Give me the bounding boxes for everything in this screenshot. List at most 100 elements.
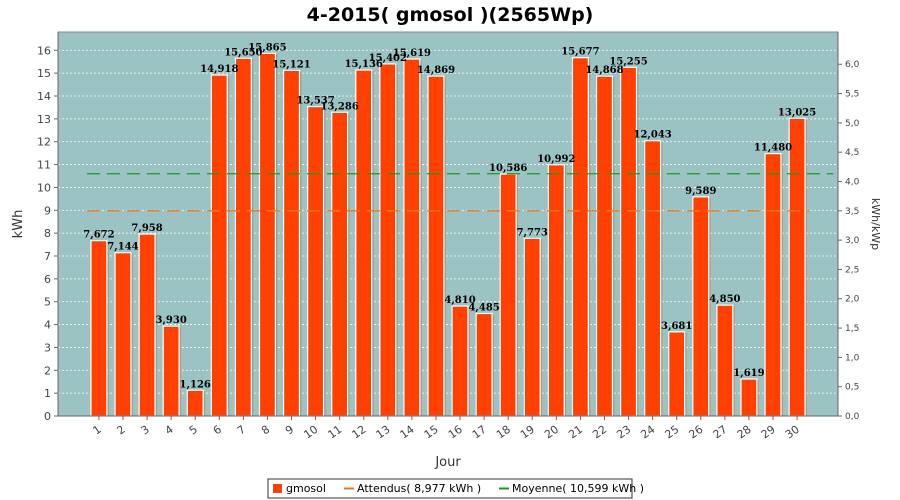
y-tick-label: 2: [44, 364, 51, 377]
y-right-tick-label: 5,5: [845, 90, 859, 100]
x-tick-label: 27: [711, 423, 730, 442]
bar: [210, 74, 228, 417]
bar: [716, 304, 734, 417]
data-label: 11,480: [754, 143, 792, 154]
legend-item: Moyenne( 10,599 kWh ): [512, 482, 644, 495]
y-right-tick-label: 0,5: [845, 383, 859, 393]
data-label: 15,619: [393, 48, 431, 59]
x-axis: 1 2 3 4 5 6 7 8 9 10 11 12 13 14 15 16 17 18 19 20 21 22 23 24 2…: [58, 415, 838, 442]
bar: [355, 69, 373, 417]
data-label: 3,681: [661, 321, 692, 332]
y-right-tick-label: 1,5: [845, 324, 859, 334]
y-tick-label: 7: [44, 250, 51, 263]
bar: [379, 63, 397, 417]
bar: [620, 66, 638, 417]
x-tick-label: 4: [163, 423, 176, 438]
x-tick-label: 11: [325, 423, 344, 442]
y-tick-label: 4: [44, 319, 51, 332]
legend-item: Attendus( 8,977 kWh ): [357, 482, 481, 495]
bar: [571, 57, 589, 417]
data-label: 15,255: [609, 56, 647, 67]
y-right-tick-label: 5,0: [845, 119, 860, 129]
data-labels: 7,6727,1447,9583,9301,12614,91815,65015,…: [83, 42, 816, 390]
x-tick-label: 10: [301, 423, 320, 442]
data-label: 15,136: [345, 59, 383, 70]
x-tick-label: 24: [638, 423, 657, 442]
data-label: 12,043: [633, 130, 671, 141]
y-tick-label: 8: [44, 227, 51, 240]
bar: [307, 105, 325, 417]
data-label: 10,586: [489, 163, 527, 174]
bar: [186, 389, 204, 417]
x-tick-label: 12: [350, 423, 369, 442]
bar: [282, 69, 301, 417]
y-tick-label: 6: [44, 273, 51, 286]
legend-item: gmosol: [286, 482, 326, 495]
y-tick-label: 16: [37, 44, 51, 57]
legend-swatch-bar: [273, 484, 282, 493]
x-tick-label: 13: [374, 423, 393, 442]
y-tick-label: 12: [37, 136, 51, 149]
x-tick-label: 26: [687, 423, 706, 442]
data-label: 13,286: [321, 101, 359, 112]
data-label: 7,773: [517, 227, 548, 238]
data-label: 15,402: [369, 53, 407, 64]
data-label: 14,868: [585, 65, 623, 76]
y-right-tick-label: 3,0: [845, 236, 860, 246]
bar: [764, 153, 782, 417]
y-tick-label: 13: [37, 113, 51, 126]
y-axis-right-title: kWh/kWp: [869, 198, 882, 250]
data-label: 13,537: [296, 96, 334, 107]
bar: [523, 237, 541, 417]
y-right-tick-label: 1,0: [845, 353, 860, 363]
y-tick-label: 10: [37, 181, 51, 194]
data-label: 7,144: [107, 242, 138, 253]
y-tick-label: 11: [37, 159, 51, 172]
bar: [668, 331, 686, 417]
data-label: 9,589: [685, 186, 716, 197]
x-tick-label: 29: [759, 423, 778, 442]
data-label: 7,958: [131, 223, 162, 234]
bar: [475, 312, 493, 417]
data-label: 13,025: [778, 107, 816, 118]
bar: [162, 325, 180, 417]
x-tick-label: 25: [662, 423, 681, 442]
bar: [114, 252, 132, 417]
x-tick-label: 18: [494, 423, 513, 442]
data-label: 4,850: [709, 294, 740, 305]
legend: gmosol Attendus( 8,977 kWh ) Moyenne( 10,5…: [267, 478, 644, 499]
bar: [331, 111, 349, 417]
x-tick-label: 15: [422, 423, 441, 442]
bar: [692, 196, 710, 417]
bar: [234, 57, 252, 417]
bar: [90, 240, 108, 417]
bar: [138, 233, 156, 417]
data-label: 15,677: [561, 47, 599, 58]
bar: [788, 117, 806, 417]
bar: [258, 52, 276, 417]
x-tick-label: 6: [211, 423, 224, 438]
data-label: 3,930: [155, 315, 186, 326]
data-label: 15,121: [272, 59, 310, 70]
x-tick-label: 7: [235, 423, 248, 438]
y-right-tick-label: 0,0: [845, 412, 860, 422]
y-right-tick-label: 4,0: [845, 177, 860, 187]
x-tick-label: 5: [187, 423, 200, 438]
y-tick-label: 5: [44, 296, 51, 309]
bar: [644, 140, 662, 417]
data-label: 15,650: [224, 47, 262, 58]
x-tick-label: 1: [90, 423, 103, 438]
y-right-tick-label: 2,5: [845, 265, 859, 275]
x-tick-label: 22: [590, 423, 609, 442]
x-tick-label: 20: [542, 423, 561, 442]
x-tick-label: 17: [470, 423, 489, 442]
y-tick-label: 14: [37, 90, 51, 103]
y-right-tick-label: 2,0: [845, 295, 860, 305]
data-label: 14,869: [417, 65, 455, 76]
y-tick-label: 15: [37, 67, 51, 80]
x-tick-label: 28: [735, 423, 754, 442]
x-tick-label: 14: [398, 423, 417, 442]
data-label: 4,810: [444, 295, 475, 306]
